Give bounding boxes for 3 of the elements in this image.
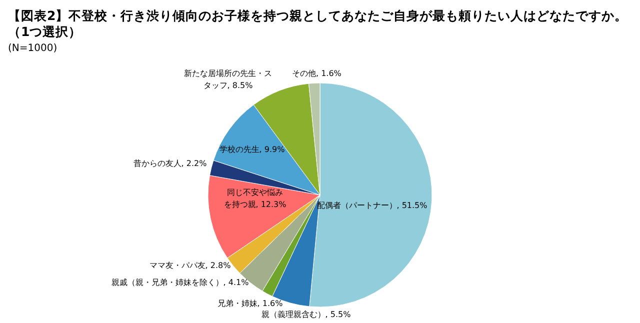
text: (N=1000) (8, 43, 58, 54)
chart-subtitle: （1つ選択） (8, 24, 82, 39)
chart-title: 【図表2】不登校・行き渋り傾向のお子様を持つ親としてあなたご自身が最も頼りたい人はどなたですか。 (8, 8, 628, 23)
